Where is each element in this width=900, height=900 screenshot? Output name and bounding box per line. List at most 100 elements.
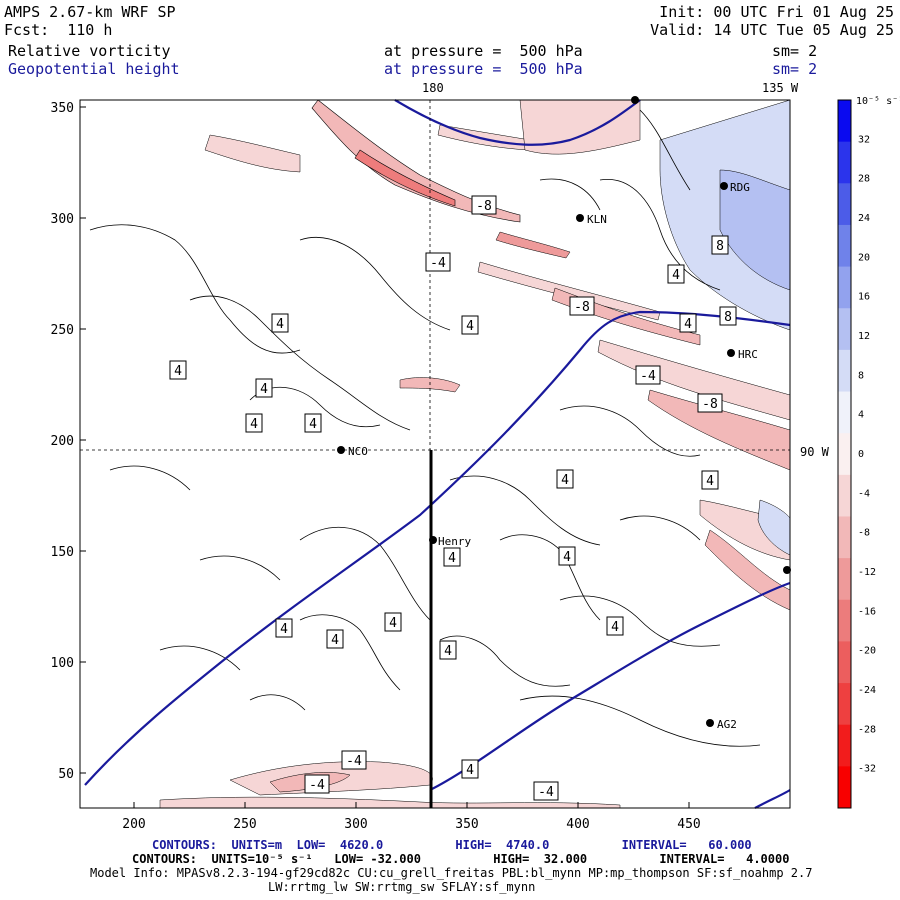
svg-text:4: 4 <box>174 364 182 379</box>
svg-text:-4: -4 <box>430 256 446 271</box>
x-tick-350: 350 <box>455 817 478 832</box>
contour-box: 4 <box>255 378 273 398</box>
contour-box: 8 <box>719 306 737 326</box>
colorbar-tick-label: -24 <box>858 685 876 696</box>
colorbar-unit-label: 10⁻⁵ s⁻¹ <box>856 96 900 107</box>
colorbar-tick-label: -16 <box>858 606 876 617</box>
colorbar-tick-label: 28 <box>858 174 870 185</box>
colorbar-tick-label: 24 <box>858 213 870 224</box>
contour-box: 4 <box>556 469 574 489</box>
contour-box: -4 <box>635 365 661 385</box>
x-tick-labels: 200 250 300 350 400 450 <box>122 817 700 832</box>
station-marker-rdg <box>720 182 728 190</box>
contour-box: 4 <box>439 640 457 660</box>
colorbar-cell <box>838 599 851 642</box>
x-tick-450: 450 <box>677 817 700 832</box>
contour-box: 4 <box>461 759 479 779</box>
contour-box: 4 <box>245 413 263 433</box>
colorbar-cell <box>838 349 851 393</box>
svg-text:8: 8 <box>724 310 732 325</box>
station-label-hrc: HRC <box>738 348 758 361</box>
svg-text:4: 4 <box>276 317 284 332</box>
svg-text:-4: -4 <box>538 785 554 800</box>
y-tick-300: 300 <box>51 212 74 227</box>
colorbar-frame <box>837 99 852 809</box>
contour-box: -4 <box>533 781 559 801</box>
colorbar-cell <box>838 724 851 767</box>
svg-text:4: 4 <box>684 317 692 332</box>
lon-label-180: 180 <box>422 81 444 95</box>
svg-text:-4: -4 <box>346 754 362 769</box>
x-tick-200: 200 <box>122 817 145 832</box>
contour-box: 4 <box>326 629 344 649</box>
svg-text:4: 4 <box>260 382 268 397</box>
vorticity-contour-info: CONTOURS: UNITS=10⁻⁵ s⁻¹ LOW= -32.000 HI… <box>132 852 790 866</box>
contour-box: 4 <box>461 315 479 335</box>
colorbar-cell <box>838 766 851 809</box>
model-info-cont: LW:rrtmg_lw SW:rrtmg_sw SFLAY:sf_mynn <box>268 880 536 894</box>
svg-text:4: 4 <box>466 319 474 334</box>
y-tick-250: 250 <box>51 323 74 338</box>
height-contour-info: CONTOURS: UNITS=m LOW= 4620.0 HIGH= 4740… <box>152 838 752 852</box>
valid-time: Valid: 14 UTC Tue 05 Aug 25 <box>650 21 894 39</box>
colorbar-tick-label: -4 <box>858 488 870 499</box>
init-time: Init: 00 UTC Fri 01 Aug 25 <box>659 3 894 21</box>
contour-box: -4 <box>304 774 330 794</box>
y-tick-150: 150 <box>51 545 74 560</box>
colorbar-tick-label: 12 <box>858 331 870 342</box>
field-smoothing-height: sm= 2 <box>772 60 818 78</box>
svg-text:-4: -4 <box>309 778 325 793</box>
colorbar-cell <box>838 183 851 226</box>
svg-text:4: 4 <box>250 417 258 432</box>
x-tick-250: 250 <box>233 817 256 832</box>
field-pressure-height: at pressure = 500 hPa <box>384 60 583 78</box>
svg-text:4: 4 <box>331 633 339 648</box>
contour-box: -4 <box>341 750 367 770</box>
colorbar-cell <box>838 683 851 726</box>
contour-box: 4 <box>701 470 719 490</box>
station-label-nco: NCO <box>348 445 368 458</box>
colorbar-tick-label: 32 <box>858 134 870 145</box>
colorbar-tick-label: 0 <box>858 449 864 460</box>
contour-box: 8 <box>711 235 729 255</box>
y-tick-labels: 350 300 250 200 150 100 50 <box>51 101 74 782</box>
colorbar-tick-label: 20 <box>858 252 870 263</box>
field-pressure-vorticity: at pressure = 500 hPa <box>384 42 583 60</box>
svg-text:-8: -8 <box>476 199 492 214</box>
axis-ticks <box>80 106 690 808</box>
station-label-rdg: RDG <box>730 181 750 194</box>
svg-text:4: 4 <box>389 616 397 631</box>
contour-box: -8 <box>697 393 723 413</box>
colorbar-cell <box>838 433 851 476</box>
station-label-kln: KLN <box>587 213 607 226</box>
colorbar: 10⁻⁵ s⁻¹ 32 28 24 20 16 12 8 4 0 -4 -8 -12 -16 -20 -24… <box>837 96 900 809</box>
colorbar-cell <box>838 308 851 351</box>
svg-text:4: 4 <box>706 474 714 489</box>
svg-text:4: 4 <box>466 763 474 778</box>
colorbar-cell <box>838 391 851 434</box>
contour-box: 4 <box>606 616 624 636</box>
field-name-vorticity: Relative vorticity <box>8 42 171 60</box>
colorbar-tick-label: 4 <box>858 410 864 421</box>
station-marker-kln <box>576 214 584 222</box>
y-tick-200: 200 <box>51 434 74 449</box>
forecast-hour: Fcst: 110 h <box>4 21 113 39</box>
contour-box: 4 <box>443 547 461 567</box>
contour-box: 4 <box>304 413 322 433</box>
vorticity-shading <box>159 99 791 809</box>
svg-text:4: 4 <box>448 551 456 566</box>
station-marker-henry <box>429 536 437 544</box>
model-info: Model Info: MPASv8.2.3-194-gf29cd82c CU:… <box>90 866 813 880</box>
contour-box: -8 <box>569 296 595 316</box>
contour-box: -4 <box>425 252 451 272</box>
colorbar-tick-label: 8 <box>858 370 864 381</box>
colorbar-tick-label: -28 <box>858 724 876 735</box>
y-tick-100: 100 <box>51 656 74 671</box>
station-marker-hrc <box>727 349 735 357</box>
field-smoothing-vorticity: sm= 2 <box>772 42 818 60</box>
colorbar-cell <box>838 100 851 143</box>
colorbar-tick-label: -12 <box>858 567 876 578</box>
contour-box: 4 <box>558 546 576 566</box>
svg-text:4: 4 <box>611 620 619 635</box>
